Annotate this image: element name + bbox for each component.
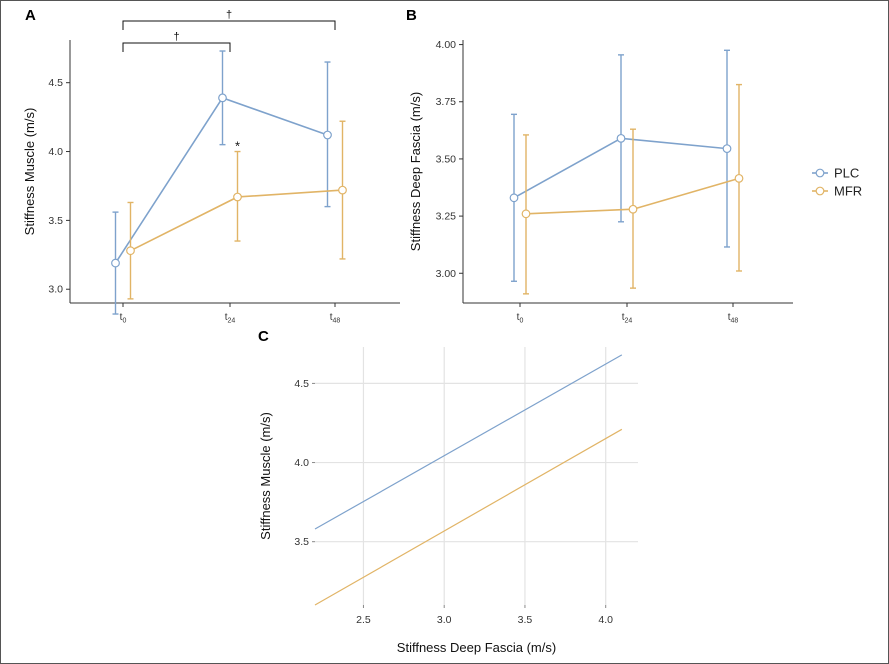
y-tick-label: 3.5 [294, 536, 309, 548]
y-tick-label: 3.25 [436, 211, 457, 223]
y-tick-label: 4.5 [294, 378, 309, 390]
x-tick-label: t24 [622, 312, 633, 325]
legend-item-plc: PLC [812, 166, 859, 181]
data-point-mfr [734, 173, 744, 183]
data-point-mfr [521, 209, 531, 219]
bracket-label: † [173, 31, 179, 43]
bracket-line [122, 20, 336, 30]
y-tick-label: 4.00 [436, 39, 457, 51]
panel-a: A 3.0 3.5 4.0 4.5 t0 t24 t48 Stiffness Muscle (m… [22, 7, 400, 325]
data-point-plc [218, 93, 227, 103]
x-tick-label: t48 [330, 312, 341, 325]
significance-marker: * [235, 139, 240, 154]
legend-label: PLC [834, 166, 859, 181]
y-tick-label: 3.75 [436, 96, 457, 108]
significance-bracket: † [122, 9, 336, 30]
bracket-label: † [226, 9, 232, 21]
x-tick-label: 3.0 [437, 614, 452, 626]
data-point-plc [722, 144, 732, 154]
panel-label-b: B [406, 7, 417, 24]
data-point-plc [509, 193, 519, 203]
data-point-mfr [126, 246, 135, 256]
panel-b: B 3.00 3.25 3.50 3.75 4.00 t0 t24 t48 Stiffness D… [406, 7, 793, 325]
y-tick-label: 4.0 [294, 457, 309, 469]
x-tick-label: t48 [728, 312, 739, 325]
data-point-mfr [628, 204, 638, 214]
regression-line-mfr [314, 428, 623, 606]
x-tick-label: t24 [225, 312, 236, 325]
x-tick-label: t0 [120, 312, 127, 325]
x-tick-label: 4.0 [598, 614, 613, 626]
panel-label-a: A [25, 7, 36, 24]
legend-label: MFR [834, 184, 862, 199]
x-tick-label: 3.5 [518, 614, 533, 626]
y-tick-label: 4.0 [48, 146, 63, 158]
data-point-plc [323, 130, 332, 140]
y-tick-label: 4.5 [48, 77, 63, 89]
y-axis-title: Stiffness Muscle (m/s) [258, 412, 273, 540]
data-point-mfr [338, 185, 347, 195]
y-tick-label: 3.5 [48, 215, 63, 227]
x-tick-label: t0 [517, 312, 524, 325]
data-point-plc [111, 258, 120, 268]
data-point-mfr [233, 192, 242, 202]
legend-marker [815, 186, 825, 196]
y-tick-label: 3.00 [436, 268, 457, 280]
panel-c: C 2.5 3.0 3.5 4.0 3.5 4.0 4.5 Stiffness Deep Fas… [258, 328, 638, 655]
regression-line-plc [314, 354, 623, 530]
bracket-line [122, 42, 231, 52]
legend-marker [815, 168, 825, 178]
data-point-plc [616, 133, 626, 143]
y-axis-title: Stiffness Muscle (m/s) [22, 108, 37, 236]
legend-item-mfr: MFR [812, 184, 862, 199]
panel-label-c: C [258, 328, 269, 345]
y-tick-label: 3.50 [436, 153, 457, 165]
x-axis-title: Stiffness Deep Fascia (m/s) [397, 640, 556, 655]
y-tick-label: 3.0 [48, 284, 63, 296]
x-tick-label: 2.5 [356, 614, 371, 626]
significance-bracket: † [122, 31, 231, 52]
legend: PLC MFR [812, 166, 862, 199]
y-axis-title: Stiffness Deep Fascia (m/s) [408, 92, 423, 251]
